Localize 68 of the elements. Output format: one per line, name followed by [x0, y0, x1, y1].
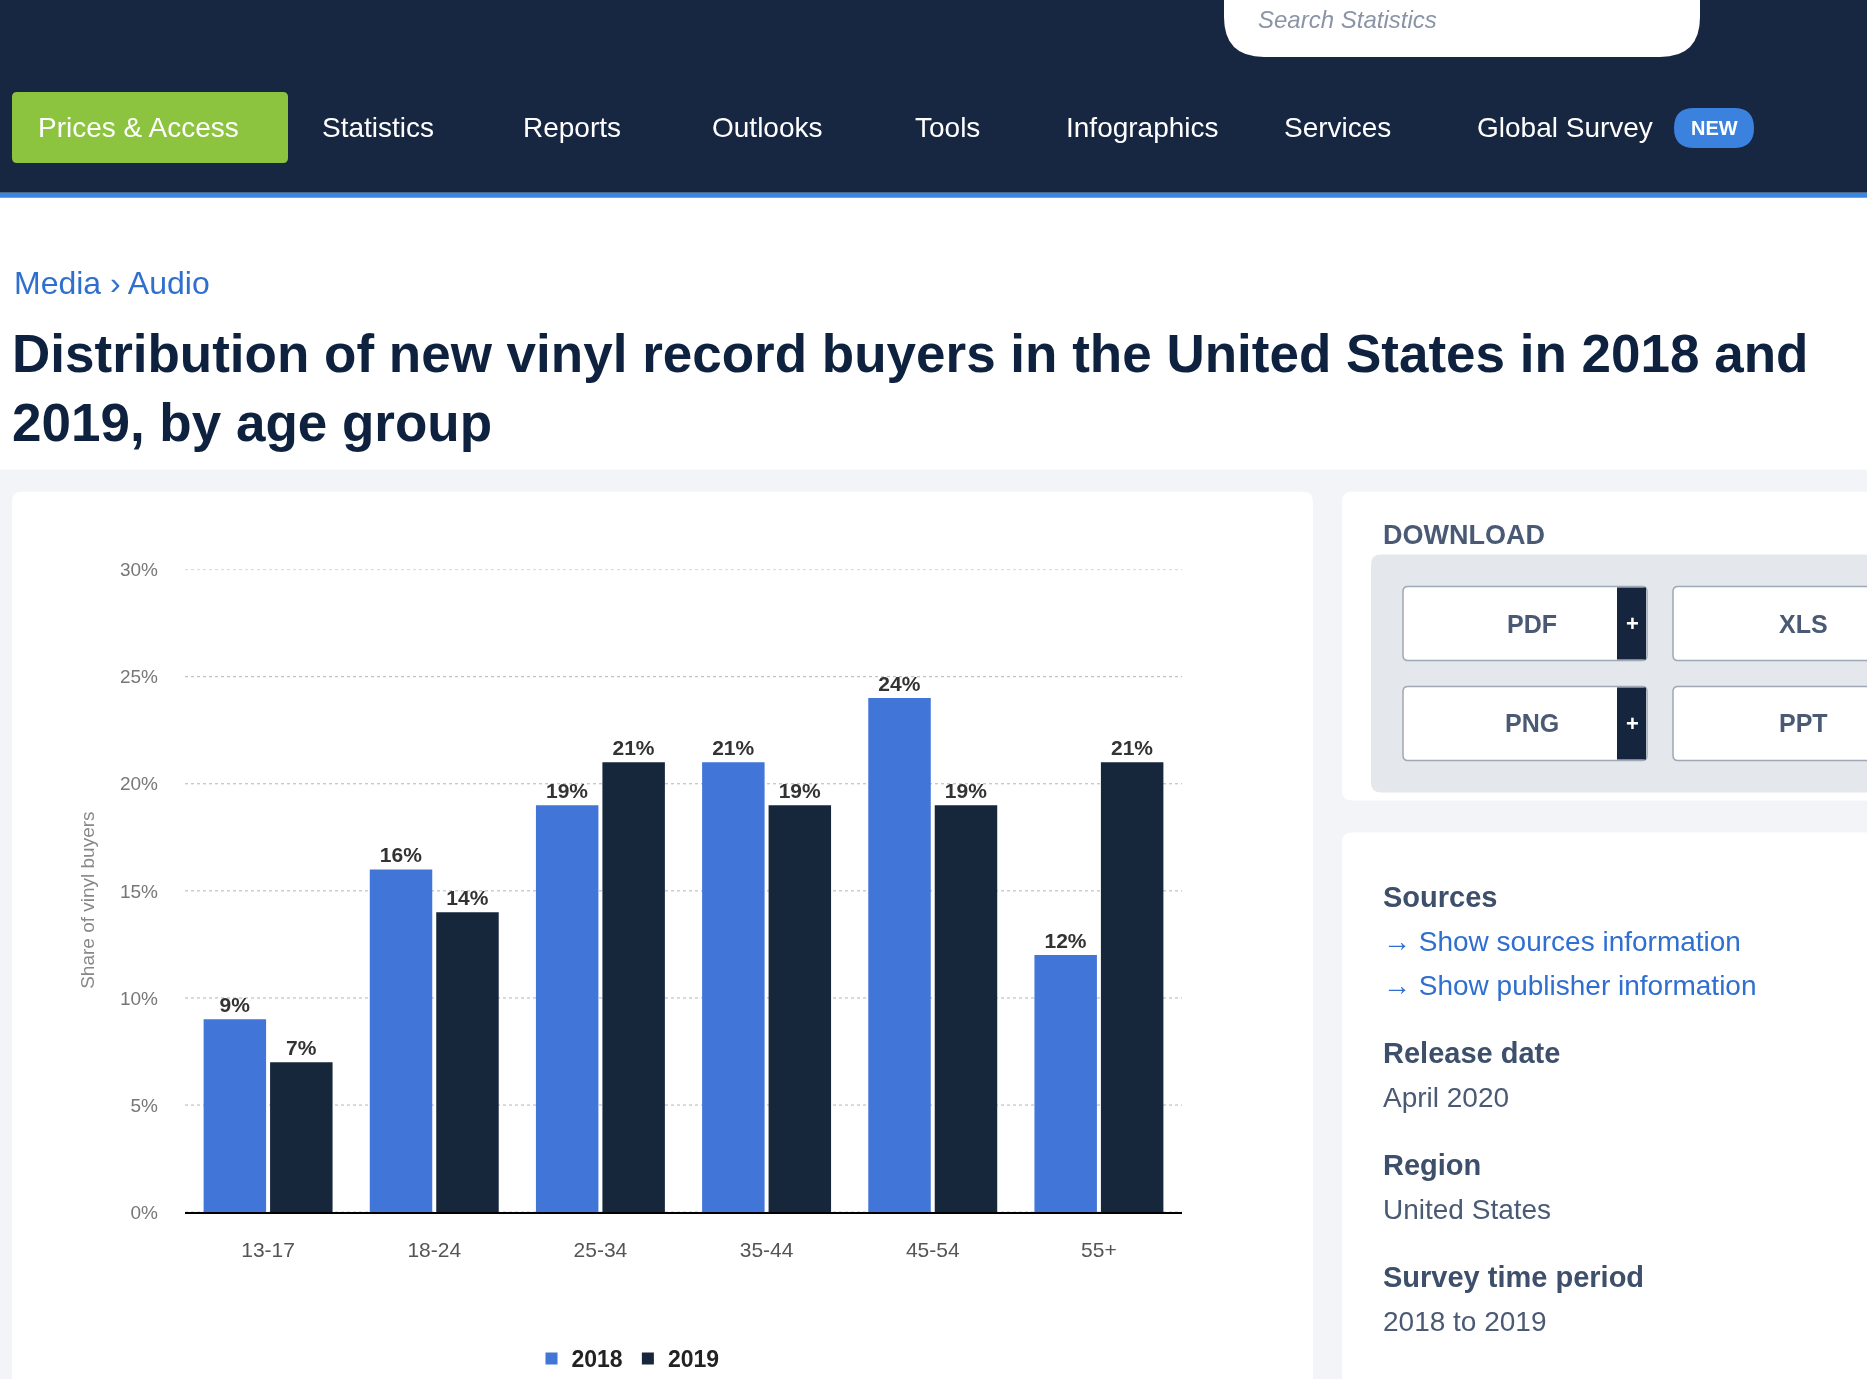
legend-label: 2019	[667, 1346, 720, 1373]
data-label: 19%	[944, 779, 988, 803]
text: Release date	[1383, 1037, 1561, 1069]
bar	[602, 762, 665, 1213]
bar	[702, 762, 765, 1213]
text: United States	[1383, 1194, 1552, 1225]
data-label: 14%	[446, 886, 489, 910]
bar	[1100, 762, 1164, 1213]
text: → Show publisher information	[1383, 970, 1757, 1001]
text: PNG	[1505, 709, 1560, 737]
bar	[535, 805, 599, 1213]
text: Sources	[1383, 881, 1498, 913]
text: Tools	[915, 112, 981, 143]
data-label: 21%	[1110, 736, 1154, 760]
text: Global Survey	[1477, 112, 1653, 143]
text: +	[1626, 611, 1639, 636]
data-label: 19%	[546, 779, 589, 803]
x-tick-label: 25-34	[573, 1238, 628, 1262]
data-label: 21%	[712, 736, 755, 760]
y-tick-label: 30%	[119, 559, 159, 581]
x-tick-label: 55+	[1081, 1238, 1117, 1262]
text: Reports	[523, 112, 622, 143]
text: Services	[1284, 112, 1392, 143]
text: XLS	[1779, 610, 1828, 638]
bar	[270, 1062, 333, 1213]
y-tick-label: 15%	[119, 880, 159, 902]
bar	[1034, 955, 1097, 1213]
data-label: 24%	[878, 672, 921, 696]
text: +	[1626, 711, 1639, 736]
text: PDF	[1507, 610, 1557, 638]
bar	[768, 805, 832, 1213]
text: Survey time period	[1383, 1261, 1645, 1293]
text: Prices & Access	[38, 112, 239, 143]
y-tick-label: 20%	[119, 773, 159, 795]
text: Search Statistics	[1258, 6, 1437, 33]
bar	[868, 698, 931, 1213]
chart-title: Distribution of new vinyl record buyers in the United States in 2018 and 2019, by age group	[12, 323, 1809, 452]
text: Media › Audio	[14, 265, 210, 301]
text: PPT	[1779, 709, 1828, 737]
x-tick-label: 18-24	[407, 1238, 462, 1262]
text: Statistics	[322, 112, 435, 143]
text: NEW	[1691, 117, 1738, 139]
data-label: 19%	[778, 779, 821, 803]
text: April 2020	[1383, 1082, 1510, 1113]
text: Outlooks	[712, 112, 823, 143]
bar	[436, 912, 499, 1213]
data-label: 9%	[219, 993, 251, 1017]
data-label: 21%	[612, 736, 655, 760]
y-axis-title: Share of vinyl buyers	[77, 811, 99, 989]
bar	[369, 869, 433, 1213]
y-tick-label: 25%	[119, 666, 159, 688]
data-label: 12%	[1044, 929, 1087, 953]
bar	[934, 805, 998, 1213]
x-tick-label: 13-17	[241, 1238, 295, 1262]
y-tick-label: 10%	[119, 987, 159, 1009]
text: Region	[1383, 1149, 1482, 1181]
x-tick-label: 35-44	[739, 1238, 794, 1262]
data-label: 7%	[285, 1036, 317, 1060]
text: 2018 to 2019	[1383, 1306, 1547, 1337]
data-label: 16%	[379, 843, 423, 867]
y-tick-label: 0%	[130, 1201, 159, 1223]
y-tick-label: 5%	[130, 1094, 159, 1116]
x-tick-label: 45-54	[905, 1238, 960, 1262]
bar	[203, 1019, 267, 1213]
text: Infographics	[1066, 112, 1219, 143]
legend-label: 2018	[571, 1346, 623, 1373]
text: DOWNLOAD	[1383, 520, 1545, 550]
text: → Show sources information	[1383, 926, 1741, 957]
